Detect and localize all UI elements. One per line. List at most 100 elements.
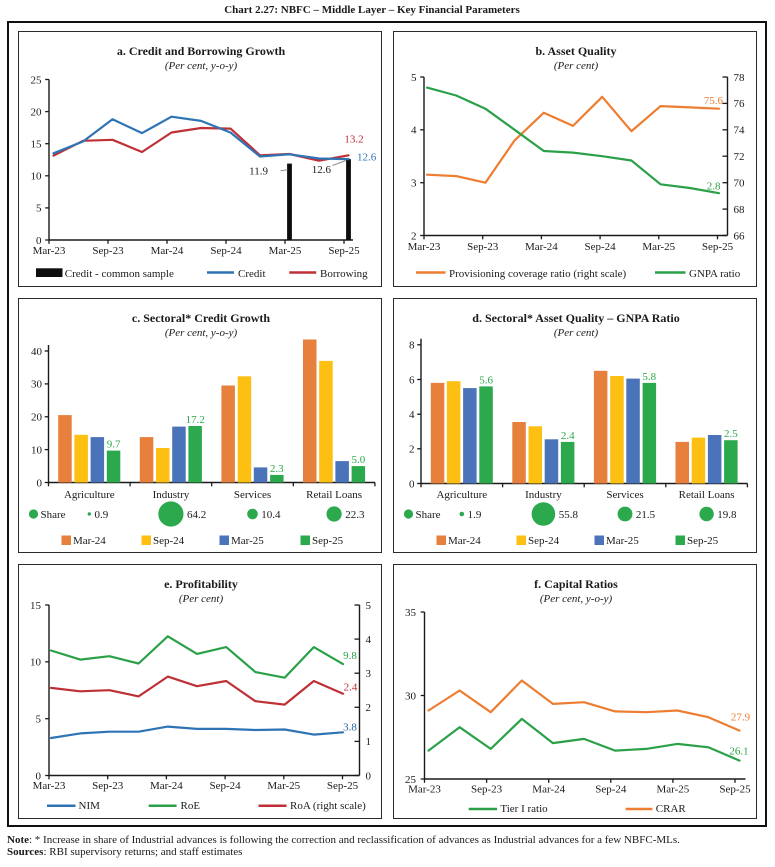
svg-text:Sep-24: Sep-24 <box>528 535 560 547</box>
svg-text:78: 78 <box>734 72 746 84</box>
svg-text:d. Sectoral* Asset Quality – G: d. Sectoral* Asset Quality – GNPA Ratio <box>472 311 679 325</box>
svg-text:2.5: 2.5 <box>724 428 738 440</box>
svg-text:0: 0 <box>366 770 372 782</box>
svg-text:30: 30 <box>31 379 43 391</box>
svg-text:6: 6 <box>409 374 415 386</box>
svg-text:0: 0 <box>409 478 415 490</box>
svg-text:(Per cent, y-o-y): (Per cent, y-o-y) <box>540 593 613 605</box>
svg-text:Mar-25: Mar-25 <box>269 245 302 257</box>
svg-text:40: 40 <box>31 346 43 358</box>
svg-text:Sep-25: Sep-25 <box>328 245 360 257</box>
svg-text:Mar-25: Mar-25 <box>267 780 300 792</box>
svg-text:5: 5 <box>366 600 372 612</box>
svg-text:72: 72 <box>734 151 745 163</box>
svg-text:68: 68 <box>734 204 746 216</box>
svg-text:5: 5 <box>36 714 42 726</box>
svg-text:b. Asset Quality: b. Asset Quality <box>535 44 616 58</box>
svg-text:Retail Loans: Retail Loans <box>679 489 735 501</box>
svg-text:20: 20 <box>31 412 43 424</box>
svg-text:Services: Services <box>606 489 643 501</box>
svg-text:Sep-24: Sep-24 <box>585 241 617 253</box>
svg-text:3.8: 3.8 <box>343 722 357 734</box>
svg-text:Sep-23: Sep-23 <box>467 241 499 253</box>
svg-text:75.6: 75.6 <box>704 95 724 107</box>
svg-text:GNPA ratio: GNPA ratio <box>689 268 741 280</box>
svg-text:(Per cent, y-o-y): (Per cent, y-o-y) <box>165 60 238 72</box>
svg-text:Sep-24: Sep-24 <box>210 245 242 257</box>
svg-text:Share: Share <box>416 509 441 521</box>
svg-text:Mar-24: Mar-24 <box>525 241 558 253</box>
svg-text:Borrowing: Borrowing <box>320 268 368 280</box>
svg-text:19.8: 19.8 <box>717 509 737 521</box>
svg-text:Mar-24: Mar-24 <box>73 535 106 547</box>
svg-text:2: 2 <box>409 444 415 456</box>
svg-text:Mar-23: Mar-23 <box>33 780 66 792</box>
svg-text:NIM: NIM <box>79 800 101 812</box>
svg-text:12.6: 12.6 <box>357 152 377 164</box>
svg-text:11.9: 11.9 <box>249 166 268 178</box>
svg-text:0.9: 0.9 <box>95 509 109 521</box>
svg-text:17.2: 17.2 <box>186 414 205 426</box>
svg-text:Mar-24: Mar-24 <box>150 780 183 792</box>
svg-text:3: 3 <box>411 178 417 190</box>
svg-text:15: 15 <box>31 139 43 151</box>
svg-text:5.8: 5.8 <box>642 371 656 383</box>
svg-text:f. Capital Ratios: f. Capital Ratios <box>534 577 618 591</box>
svg-text:2.3: 2.3 <box>270 463 284 475</box>
svg-text:(Per cent): (Per cent) <box>554 327 599 339</box>
svg-text:1.9: 1.9 <box>468 509 482 521</box>
svg-text:5.0: 5.0 <box>352 454 366 466</box>
svg-text:13.2: 13.2 <box>344 134 363 146</box>
svg-text:Credit: Credit <box>238 268 266 280</box>
svg-text:22.3: 22.3 <box>345 509 365 521</box>
svg-text:10: 10 <box>31 171 43 183</box>
svg-text:70: 70 <box>734 178 746 190</box>
svg-text:Sep-25: Sep-25 <box>327 780 359 792</box>
svg-text:25: 25 <box>405 774 417 786</box>
svg-text:Mar-25: Mar-25 <box>231 535 264 547</box>
svg-text:Agriculture: Agriculture <box>64 489 115 501</box>
svg-text:Mar-25: Mar-25 <box>606 535 639 547</box>
svg-text:RoE: RoE <box>181 800 201 812</box>
svg-text:Services: Services <box>234 489 271 501</box>
svg-text:4: 4 <box>411 125 417 137</box>
svg-text:30: 30 <box>405 690 417 702</box>
svg-text:25: 25 <box>31 74 43 86</box>
svg-text:Sep-25: Sep-25 <box>719 784 751 796</box>
svg-text:Share: Share <box>41 509 66 521</box>
svg-text:Sep-23: Sep-23 <box>92 245 124 257</box>
svg-text:Sep-25: Sep-25 <box>702 241 734 253</box>
svg-text:12.6: 12.6 <box>312 164 332 176</box>
svg-text:9.8: 9.8 <box>343 650 357 662</box>
svg-text:Mar-24: Mar-24 <box>448 535 481 547</box>
svg-text:(Per cent): (Per cent) <box>179 593 224 605</box>
svg-text:Mar-24: Mar-24 <box>532 784 565 796</box>
svg-text:64.2: 64.2 <box>187 509 206 521</box>
svg-text:c. Sectoral* Credit Growth: c. Sectoral* Credit Growth <box>132 311 271 325</box>
svg-text:Tier I ratio: Tier I ratio <box>500 803 548 815</box>
svg-text:2.4: 2.4 <box>344 682 358 694</box>
svg-text:2.8: 2.8 <box>707 181 721 193</box>
svg-text:Sep-24: Sep-24 <box>595 784 627 796</box>
svg-text:10: 10 <box>30 657 42 669</box>
svg-text:27.9: 27.9 <box>731 712 751 724</box>
svg-text:21.5: 21.5 <box>636 509 656 521</box>
svg-text:0: 0 <box>37 477 43 489</box>
svg-text:76: 76 <box>734 98 746 110</box>
svg-text:Agriculture: Agriculture <box>436 489 487 501</box>
svg-text:(Per cent, y-o-y): (Per cent, y-o-y) <box>165 327 238 339</box>
svg-text:74: 74 <box>734 125 746 137</box>
svg-text:Sep-25: Sep-25 <box>312 535 344 547</box>
svg-text:1: 1 <box>366 736 372 748</box>
svg-text:Mar-23: Mar-23 <box>408 784 441 796</box>
svg-text:26.1: 26.1 <box>729 746 748 758</box>
svg-text:CRAR: CRAR <box>656 803 687 815</box>
svg-text:Sep-24: Sep-24 <box>153 535 185 547</box>
svg-text:4: 4 <box>366 634 372 646</box>
svg-text:Mar-25: Mar-25 <box>657 784 690 796</box>
svg-text:15: 15 <box>30 600 42 612</box>
svg-text:5.6: 5.6 <box>479 374 493 386</box>
svg-text:Sep-25: Sep-25 <box>687 535 719 547</box>
svg-text:a. Credit and Borrowing Growth: a. Credit and Borrowing Growth <box>117 44 286 58</box>
svg-text:Industry: Industry <box>525 489 562 501</box>
